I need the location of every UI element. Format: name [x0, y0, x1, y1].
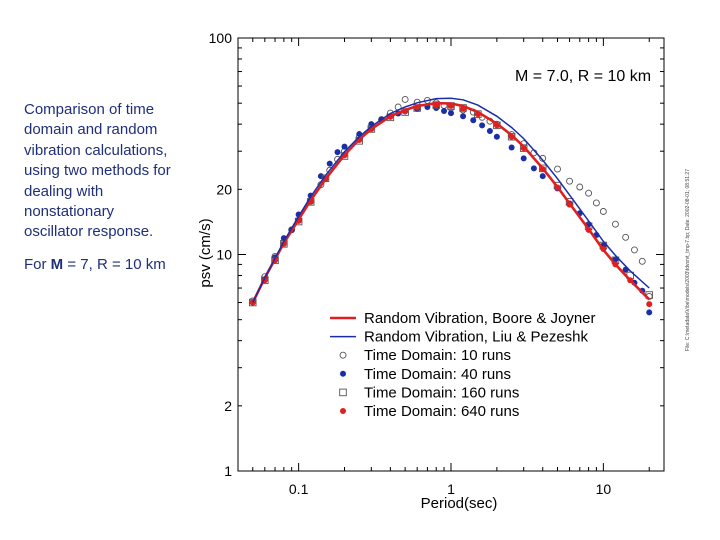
- y-tick-label: 20: [216, 181, 232, 197]
- legend-swatch: [339, 351, 347, 359]
- legend-label: Time Domain: 160 runs: [364, 384, 519, 401]
- y-tick-label: 1: [224, 463, 232, 479]
- data-point: [576, 183, 584, 191]
- data-point: [631, 246, 638, 254]
- y-tick-label: 100: [209, 30, 233, 46]
- data-point: [334, 149, 341, 156]
- axis-ticks: 0.1 1 10 1 2 10 20 100: [209, 30, 664, 497]
- legend-label: Time Domain: 40 runs: [364, 366, 511, 383]
- data-point: [508, 144, 515, 151]
- data-point: [486, 127, 493, 134]
- series-line-2: [252, 97, 650, 303]
- legend-entry: Time Domain: 10 runs: [339, 347, 511, 364]
- x-tick-label: 0.1: [289, 481, 309, 497]
- data-point: [470, 117, 477, 124]
- data-point: [592, 199, 600, 207]
- legend-label: Random Vibration, Boore & Joyner: [364, 310, 596, 327]
- caption-description: Comparison of time domain and random vib…: [24, 101, 171, 241]
- legend-swatch: [340, 370, 346, 377]
- data-point: [479, 122, 486, 129]
- data-point: [611, 220, 619, 228]
- data-point: [599, 208, 607, 215]
- legend-entry: Time Domain: 40 runs: [340, 366, 511, 383]
- data-point: [638, 257, 646, 265]
- caption-parameters: For M = 7, R = 10 km: [24, 255, 174, 275]
- data-point: [530, 165, 537, 172]
- data-point: [520, 155, 527, 162]
- data-point: [539, 173, 546, 180]
- data-point: [493, 133, 500, 140]
- data-point: [432, 101, 440, 109]
- data-point: [646, 301, 653, 308]
- data-point: [646, 309, 653, 316]
- data-point: [566, 177, 574, 185]
- data-point: [622, 233, 630, 241]
- data-point: [249, 298, 257, 307]
- data-point: [448, 110, 454, 117]
- legend-entry: Time Domain: 640 runs: [340, 403, 519, 420]
- data-point: [585, 189, 593, 197]
- legend-swatch: [340, 408, 346, 414]
- y-tick-label: 10: [216, 247, 232, 263]
- caption-suffix: = 7, R = 10 km: [63, 255, 166, 273]
- legend-entry: Random Vibration, Boore & Joyner: [330, 310, 596, 327]
- caption: Comparison of time domain and random vib…: [24, 100, 174, 287]
- chart-data-layer: [249, 96, 653, 316]
- y-tick-label: 2: [224, 398, 232, 414]
- legend-swatch: [339, 388, 347, 397]
- legend-label: Random Vibration, Liu & Pezeshk: [364, 329, 589, 346]
- chart-annotation: M = 7.0, R = 10 km: [515, 68, 651, 85]
- data-point: [341, 143, 348, 150]
- y-axis-label: psv (cm/s): [197, 218, 214, 287]
- data-point: [441, 108, 448, 115]
- caption-magnitude-symbol: M: [50, 255, 64, 273]
- x-tick-label: 10: [596, 481, 612, 497]
- file-side-note: File: C:\metadata\Vibe\models\2003\tdvsr…: [685, 169, 691, 351]
- legend-label: Time Domain: 640 runs: [364, 403, 519, 420]
- chart-legend: Random Vibration, Boore & Joyner Random V…: [330, 310, 596, 420]
- series-line-1: [251, 101, 651, 304]
- x-axis-label: Period(sec): [421, 495, 498, 512]
- legend-entry: Time Domain: 160 runs: [339, 384, 519, 401]
- caption-prefix: For: [24, 255, 51, 273]
- data-point: [554, 165, 561, 173]
- series-markers-2: [249, 104, 653, 316]
- data-point: [539, 154, 547, 162]
- legend-label: Time Domain: 10 runs: [364, 347, 511, 364]
- legend-entry: Random Vibration, Liu & Pezeshk: [330, 329, 589, 346]
- data-point: [460, 113, 467, 120]
- x-tick-label: 1: [447, 481, 455, 497]
- data-point: [326, 160, 333, 167]
- data-point: [401, 96, 409, 103]
